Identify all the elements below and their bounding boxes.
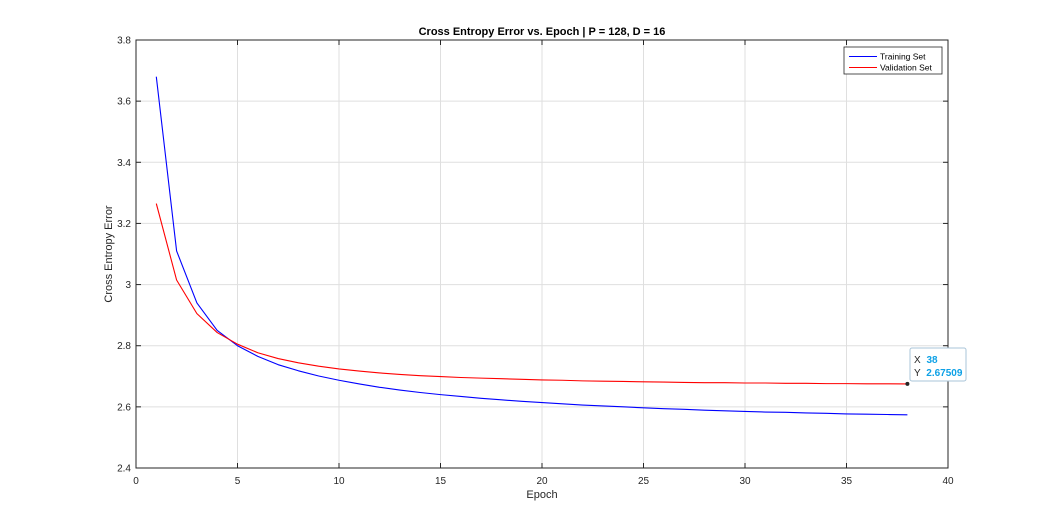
legend-label-training: Training Set xyxy=(880,52,926,62)
chart-title: Cross Entropy Error vs. Epoch | P = 128,… xyxy=(419,26,666,38)
x-tick-label: 40 xyxy=(942,476,954,487)
legend[interactable]: Training Set Validation Set xyxy=(843,46,943,75)
x-tick-label: 0 xyxy=(133,476,139,487)
x-axis-ticks: 0 5 10 15 20 25 30 35 40 xyxy=(133,40,954,487)
series-line-validation[interactable] xyxy=(155,203,908,385)
y-tick-label: 3.2 xyxy=(117,219,131,230)
svg-text:X 38: X 38 xyxy=(914,355,938,366)
x-tick-label: 25 xyxy=(638,476,650,487)
y-tick-label: 3.4 xyxy=(117,158,131,169)
svg-text:Y 2.67509: Y 2.67509 xyxy=(914,368,963,379)
datatip[interactable]: X 38 Y 2.67509 xyxy=(905,347,967,386)
legend-box xyxy=(843,46,943,75)
y-tick-label: 2.8 xyxy=(117,341,131,352)
y-tick-label: 3 xyxy=(125,280,131,291)
x-tick-label: 35 xyxy=(841,476,853,487)
series-lines xyxy=(155,76,908,416)
y-tick-label: 2.4 xyxy=(117,464,131,475)
datatip-box xyxy=(909,347,967,382)
x-tick-label: 30 xyxy=(739,476,751,487)
y-tick-label: 2.6 xyxy=(117,402,131,413)
series-line-training[interactable] xyxy=(155,76,908,416)
y-tick-label: 3.6 xyxy=(117,97,131,108)
x-tick-label: 20 xyxy=(536,476,548,487)
x-tick-label: 15 xyxy=(435,476,447,487)
y-axis-label: Cross Entropy Error xyxy=(103,205,115,303)
datatip-y-value: 2.67509 xyxy=(926,368,963,379)
datatip-x-label: X xyxy=(914,355,921,366)
x-tick-label: 10 xyxy=(333,476,345,487)
y-tick-label: 3.8 xyxy=(117,36,131,47)
datatip-x-value: 38 xyxy=(926,355,938,366)
datatip-marker xyxy=(905,381,910,386)
legend-label-validation: Validation Set xyxy=(880,63,932,73)
x-axis-label: Epoch xyxy=(526,489,557,501)
x-tick-label: 5 xyxy=(235,476,241,487)
datatip-y-label: Y xyxy=(914,368,921,379)
y-axis-ticks: 2.4 2.6 2.8 3 3.2 3.4 3.6 3.8 xyxy=(117,36,948,475)
